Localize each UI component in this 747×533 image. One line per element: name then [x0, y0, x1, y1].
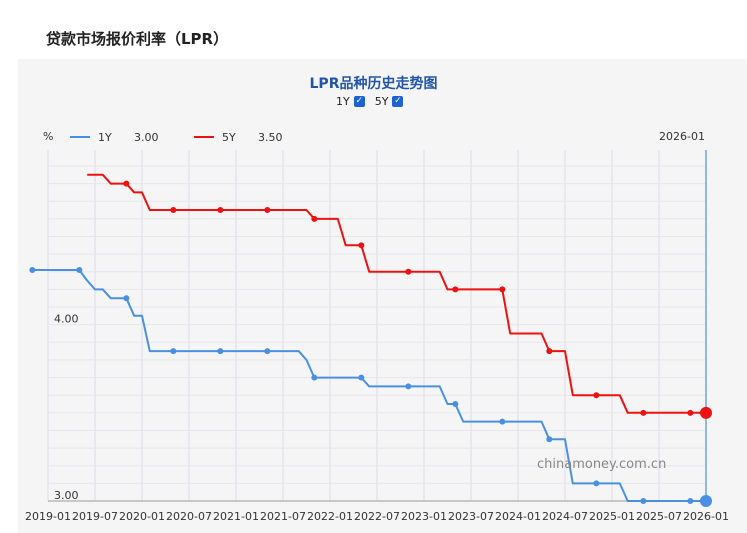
x-tick-label: 2024-01 — [495, 510, 541, 523]
cursor-label: 2026-01 — [659, 130, 705, 143]
watermark: chinamoney.com.cn — [537, 457, 667, 472]
data-point-5y — [640, 409, 647, 416]
x-tick-label: 2023-01 — [401, 510, 447, 523]
data-point-1y — [358, 374, 365, 381]
data-point-1y — [311, 374, 318, 381]
toggle-1y-label: 1Y — [336, 95, 350, 108]
toggle-1y-checkbox[interactable]: ✓ — [353, 96, 365, 107]
data-point-1y — [217, 348, 224, 355]
data-point-1y — [499, 418, 506, 425]
current-point-1y — [700, 495, 712, 507]
legend-name-5y: 5Y — [222, 131, 236, 144]
x-tick-label: 2019-07 — [72, 510, 118, 523]
data-point-5y — [499, 286, 506, 293]
data-point-5y — [311, 215, 318, 222]
data-point-1y — [123, 295, 130, 302]
data-point-5y — [593, 392, 600, 399]
data-point-5y — [358, 242, 365, 249]
data-point-1y — [546, 436, 553, 443]
toggle-5y-checkbox[interactable]: ✓ — [392, 96, 404, 107]
x-tick-label: 2019-01 — [25, 510, 71, 523]
x-tick-label: 2026-01 — [683, 510, 729, 523]
y-tick-label: 3.00 — [54, 489, 79, 502]
data-point-1y — [687, 498, 694, 504]
x-tick-label: 2021-07 — [260, 510, 306, 523]
data-point-1y — [264, 348, 271, 355]
data-point-1y — [452, 401, 459, 408]
data-point-1y — [640, 498, 647, 504]
legend-value-5y: 3.50 — [258, 131, 283, 144]
x-tick-label: 2022-07 — [354, 510, 400, 523]
x-tick-label: 2022-01 — [307, 510, 353, 523]
data-point-1y — [593, 480, 600, 487]
y-axis-unit: % — [43, 130, 53, 143]
series-toggles: 1Y ✓ 5Y ✓ — [336, 95, 409, 108]
data-point-5y — [546, 348, 553, 355]
data-point-1y — [170, 348, 177, 355]
x-tick-label: 2023-07 — [448, 510, 494, 523]
legend-value-1y: 3.00 — [134, 131, 159, 144]
chart-panel — [18, 59, 747, 533]
data-point-5y — [687, 409, 694, 416]
data-point-5y — [170, 207, 177, 214]
x-tick-label: 2020-01 — [119, 510, 165, 523]
current-point-5y — [700, 406, 712, 419]
y-tick-label: 4.00 — [54, 313, 79, 326]
x-tick-label: 2021-01 — [213, 510, 259, 523]
data-point-5y — [452, 286, 459, 293]
data-point-1y — [405, 383, 412, 390]
x-tick-label: 2025-07 — [636, 510, 682, 523]
x-tick-label: 2020-07 — [166, 510, 212, 523]
x-tick-label: 2025-01 — [589, 510, 635, 523]
chart-title: LPR品种历史走势图 — [309, 76, 438, 92]
series-line-5y — [87, 173, 706, 414]
toggle-5y-label: 5Y — [374, 95, 389, 108]
legend-name-1y: 1Y — [98, 131, 112, 144]
page-heading: 贷款市场报价利率（LPR） — [46, 30, 229, 48]
data-point-1y — [76, 267, 83, 273]
data-point-5y — [264, 207, 271, 214]
data-point-5y — [123, 180, 130, 187]
data-point-5y — [405, 268, 412, 275]
data-point-1y — [29, 267, 36, 273]
data-point-5y — [217, 207, 224, 214]
x-tick-label: 2024-07 — [542, 510, 588, 523]
